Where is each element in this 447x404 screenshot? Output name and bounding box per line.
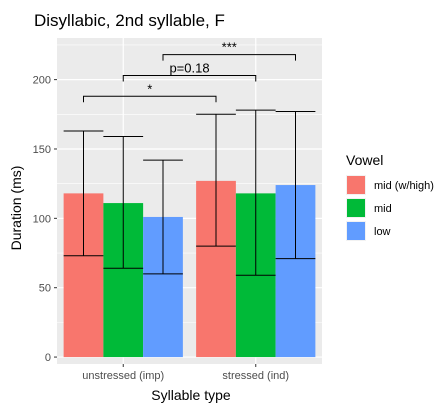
chart-title: Disyllabic, 2nd syllable, F [34,11,225,30]
y-tick-label: 50 [39,283,51,295]
x-axis-title: Syllable type [151,387,231,403]
significance-bracket [83,95,217,103]
significance-label: * [147,81,152,96]
legend-swatch [347,222,365,240]
significance-bracket [122,74,257,82]
legend-label: mid [374,203,392,215]
significance-label: *** [222,40,237,55]
significance-label: p=0.18 [169,60,209,75]
legend-swatch [347,199,365,217]
y-tick-label: 0 [45,352,51,364]
significance-bracket [162,54,296,61]
legend-label: low [374,226,391,238]
significance-annotations: * p=0.18 *** [83,40,296,103]
y-tick-label: 200 [33,75,51,87]
legend-swatch [347,176,365,194]
legend-label: mid (w/high) [374,180,434,192]
legend-title: Vowel [346,152,383,168]
x-axis-ticks: unstressed (imp) stressed (ind) [82,364,289,382]
y-tick-label: 100 [33,213,51,225]
y-axis-ticks: 0 50 100 150 200 [33,75,57,364]
x-tick-label: stressed (ind) [222,370,289,382]
y-axis-title: Duration (ms) [8,166,24,251]
legend: Vowel mid (w/high) mid low [346,152,434,241]
y-tick-label: 150 [33,144,51,156]
x-tick-label: unstressed (imp) [82,370,164,382]
error-bars [63,109,316,276]
